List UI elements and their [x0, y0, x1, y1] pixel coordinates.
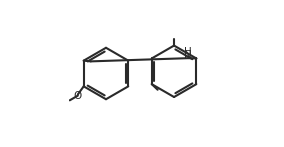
Text: H: H: [184, 46, 192, 57]
Text: O: O: [73, 91, 81, 101]
Text: N: N: [184, 50, 192, 61]
